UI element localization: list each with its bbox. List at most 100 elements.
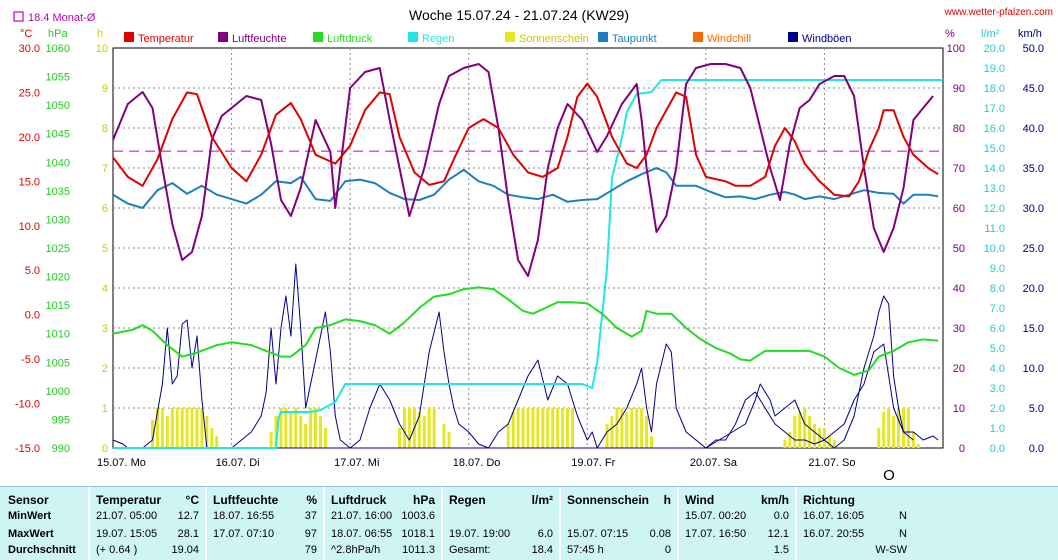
- chart-title: Woche 15.07.24 - 21.07.24 (KW29): [409, 7, 629, 23]
- x-tick-label: 20.07. Sa: [690, 457, 738, 469]
- sunshine-bar: [175, 408, 179, 448]
- stat-cell: 21.07. 05:00: [96, 510, 158, 522]
- wind-tick-label: 35.0: [1023, 163, 1044, 175]
- sunshine-bar: [195, 408, 199, 448]
- sun-tick-label: 6: [102, 203, 108, 215]
- pressure-tick-label: 1040: [46, 157, 70, 169]
- stats-unit-luftfeuchte: %: [306, 493, 317, 507]
- stat-value: 97: [304, 528, 317, 540]
- sun-tick-label: 10: [96, 43, 108, 55]
- sunshine-bar: [640, 408, 644, 448]
- sunshine-bar: [155, 408, 159, 448]
- x-tick-label: 18.07. Do: [453, 457, 501, 469]
- sunshine-bar: [645, 416, 649, 448]
- sunshine-bar: [190, 408, 194, 448]
- sunshine-bar: [551, 408, 555, 448]
- sunshine-bar: [402, 408, 406, 448]
- stats-unit-sonnenschein: h: [663, 493, 671, 507]
- stat-value: 1018.1: [401, 528, 435, 540]
- x-tick-label: 21.07. So: [808, 457, 855, 469]
- stats-header-luftfeuchte: Luftfeuchte: [213, 493, 279, 507]
- stats-header-sensor: Sensor: [8, 493, 49, 507]
- sunshine-bar: [151, 420, 155, 448]
- pressure-tick-label: 1050: [46, 100, 70, 112]
- stat-value: 1003.6: [401, 510, 435, 522]
- legend-swatch: [124, 32, 134, 42]
- stat-value: 0.08: [649, 528, 671, 540]
- series-line-regen: [113, 79, 943, 449]
- sunshine-bar: [309, 408, 313, 448]
- site-link[interactable]: www.wetter-pfalzen.com: [944, 7, 1053, 18]
- humidity-tick-label: 10: [953, 403, 965, 415]
- wind-tick-label: 40.0: [1023, 123, 1044, 135]
- axis-units: °C hPa h% l/m² km/h: [20, 28, 1042, 40]
- x-marker: O: [883, 467, 895, 484]
- sunshine-bar: [650, 436, 654, 448]
- stats-col-sonnenschein: Sonnenschein h 15.07. 07:15 0.08 57:45 h…: [559, 487, 677, 560]
- rain-tick-label: 13.0: [984, 183, 1005, 195]
- temp-tick-label: -15.0: [15, 443, 40, 455]
- sunshine-bar: [432, 408, 436, 448]
- pressure-tick-label: 1020: [46, 272, 70, 284]
- sunshine-bar: [788, 432, 792, 448]
- sunshine-bar: [417, 412, 421, 448]
- sunshine-bar: [314, 408, 318, 448]
- temp-tick-label: 30.0: [19, 43, 40, 55]
- sunshine-bar: [160, 408, 164, 448]
- stat-value: N: [899, 510, 907, 522]
- sunshine-bar: [531, 408, 535, 448]
- stat-cell: 19.07. 15:05: [96, 528, 158, 540]
- temp-tick-label: 15.0: [19, 176, 40, 188]
- stat-value: 6.0: [537, 528, 553, 540]
- sunshine-bar: [165, 416, 169, 448]
- sun-tick-label: 7: [102, 163, 108, 175]
- legend-label: Luftdruck: [327, 33, 373, 45]
- stat-value: 12.7: [177, 510, 199, 522]
- sunshine-bar: [170, 408, 174, 448]
- axis-unit: hPa: [48, 28, 68, 40]
- sunshine-bar: [561, 408, 565, 448]
- temp-tick-label: 5.0: [25, 265, 40, 277]
- legend-label: Taupunkt: [612, 33, 657, 45]
- wind-tick-label: 0.0: [1029, 443, 1044, 455]
- temp-tick-label: 10.0: [19, 221, 40, 233]
- sunshine-bar: [620, 408, 624, 448]
- sunshine-bar: [274, 416, 278, 448]
- temp-tick-label: 0.0: [25, 310, 40, 322]
- sunshine-bar: [200, 408, 204, 448]
- stat-cell: (+ 0.64 ): [96, 544, 138, 556]
- statistics-table: Sensor MinWert MaxWert Durchschnitt Temp…: [0, 486, 1058, 560]
- rain-tick-label: 6.0: [990, 323, 1005, 335]
- stats-unit-regen: l/m²: [531, 493, 553, 507]
- pressure-tick-label: 1030: [46, 214, 70, 226]
- right-axes: 100908070605040302010020.019.018.017.016…: [947, 43, 1044, 455]
- wind-tick-label: 20.0: [1023, 283, 1044, 295]
- sunshine-bar: [803, 408, 807, 448]
- series-line-temperatur: [112, 82, 939, 198]
- rain-tick-label: 5.0: [990, 343, 1005, 355]
- sunshine-bar: [516, 408, 520, 448]
- sunshine-bar: [447, 432, 451, 448]
- sunshine-bar: [906, 408, 910, 448]
- rain-tick-label: 19.0: [984, 63, 1005, 75]
- series-line-luftdruck: [112, 286, 939, 376]
- stat-cell: 15.07. 07:15: [567, 528, 629, 540]
- sunshine-bar: [822, 428, 826, 448]
- sunshine-bar: [407, 408, 411, 448]
- rain-tick-label: 1.0: [990, 423, 1005, 435]
- temp-tick-label: 20.0: [19, 132, 40, 144]
- rain-tick-label: 17.0: [984, 103, 1005, 115]
- sunshine-bar: [635, 408, 639, 448]
- sunshine-bar: [887, 408, 891, 448]
- sunshine-bar: [541, 408, 545, 448]
- stat-cell: 21.07. 16:00: [331, 510, 393, 522]
- stat-value: 0: [664, 544, 671, 556]
- axis-unit: h: [97, 28, 103, 40]
- stat-cell: 16.07. 20:55: [803, 528, 865, 540]
- sunshine-bar: [506, 424, 510, 448]
- sunshine-bar: [284, 408, 288, 448]
- legend-swatch: [598, 32, 608, 42]
- series-line-windböen: [112, 263, 914, 449]
- stat-cell: 19.07. 19:00: [449, 528, 511, 540]
- sun-tick-label: 9: [102, 83, 108, 95]
